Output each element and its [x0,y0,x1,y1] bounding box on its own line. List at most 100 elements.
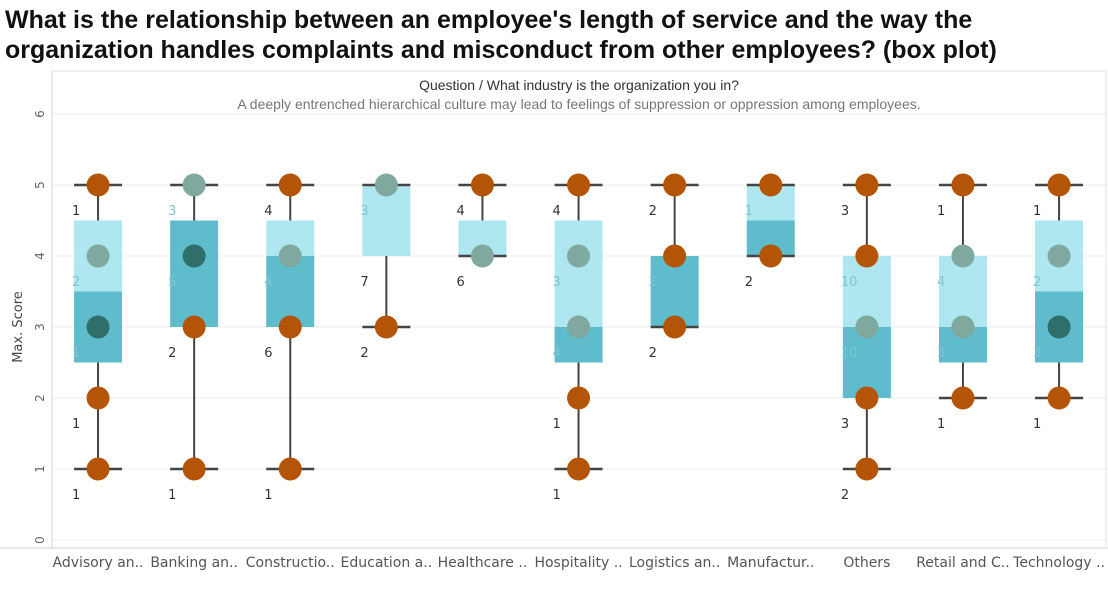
data-point [374,173,398,197]
count-label: 2 [745,275,753,290]
question-label: Question [419,77,476,93]
x-category-label: Banking an.. [150,555,238,571]
count-label: 2 [649,204,657,219]
box-upper [554,220,603,327]
data-point [470,173,494,197]
count-label: 2 [72,275,80,290]
count-label: 10 [841,346,858,361]
count-label: 6 [456,275,464,290]
data-point [1047,386,1071,410]
data-point [663,173,687,197]
data-point [759,244,783,268]
x-category-label: Logistics an.. [629,555,720,571]
count-label: 1 [72,346,80,361]
header-separator: / [479,77,483,93]
chart-title: What is the relationship between an empl… [5,6,997,64]
data-point [663,315,687,339]
data-point [86,173,110,197]
data-point [86,244,110,268]
y-tick-label: 3 [33,323,47,331]
data-point [951,173,975,197]
count-label: 2 [168,346,176,361]
count-label: 1 [1033,417,1041,432]
x-category-label: Advisory an.. [52,555,143,571]
data-point [951,244,975,268]
data-point [374,315,398,339]
x-category-label: Technology .. [1012,555,1105,571]
count-label: 1 [745,204,753,219]
count-label: 10 [841,275,858,290]
count-label: 1 [937,204,945,219]
count-label: 4 [264,204,272,219]
data-point [855,244,879,268]
count-label: 1 [72,488,80,503]
count-label: 3 [841,417,849,432]
count-label: 2 [649,346,657,361]
count-label: 3 [841,204,849,219]
data-point [182,315,206,339]
count-label: 1 [264,488,272,503]
x-category-label: Hospitality .. [534,555,622,571]
x-category-label: Healthcare .. [438,555,528,571]
y-tick-label: 2 [33,394,47,402]
count-label: 6 [264,346,272,361]
box-lower [842,327,891,398]
data-point [567,386,591,410]
count-label: 2 [649,275,657,290]
count-label: 2 [841,488,849,503]
count-label: 3 [168,204,176,219]
y-tick-label: 0 [33,536,47,544]
column-header-question: Question / What industry is the organiza… [52,77,1106,93]
data-point [855,457,879,481]
box-upper [842,256,891,327]
data-point [567,244,591,268]
y-axis-title: Max. Score [11,291,26,363]
count-label: 4 [553,346,561,361]
count-label: 1 [72,417,80,432]
data-point [470,244,494,268]
data-point [1047,173,1071,197]
data-point [759,173,783,197]
box-upper [362,185,411,256]
count-label: 1 [168,488,176,503]
x-category-label: Constructio.. [246,555,335,571]
count-label: 5 [168,275,176,290]
box-lower [266,256,315,327]
count-label: 7 [360,275,368,290]
data-point [278,173,302,197]
data-point [1047,315,1071,339]
box-lower [170,220,219,327]
count-label: 4 [264,275,272,290]
x-category-label: Retail and C.. [916,555,1009,571]
data-point [951,315,975,339]
count-label: 1 [937,417,945,432]
data-point [951,386,975,410]
y-tick-label: 5 [33,181,47,189]
y-tick-label: 6 [33,110,47,118]
x-category-label: Manufactur.. [727,555,814,571]
column-header-subtitle: A deeply entrenched hierarchical culture… [237,96,921,112]
box-lower [650,256,699,327]
data-point [855,173,879,197]
data-point [182,457,206,481]
data-point [567,457,591,481]
count-label: 3 [937,346,945,361]
count-label: 2 [1033,275,1041,290]
data-point [855,386,879,410]
x-category-label: Education a.. [341,555,433,571]
count-label: 1 [553,488,561,503]
count-label: 2 [360,346,368,361]
data-point [278,457,302,481]
count-label: 3 [360,204,368,219]
count-label: 4 [553,204,561,219]
count-label: 3 [553,275,561,290]
data-point [182,173,206,197]
data-point [855,315,879,339]
box-upper [938,256,987,327]
count-label: 4 [937,275,945,290]
question-text: What industry is the organization you in… [486,77,739,93]
count-label: 4 [456,204,464,219]
data-point [1047,244,1071,268]
data-point [86,315,110,339]
